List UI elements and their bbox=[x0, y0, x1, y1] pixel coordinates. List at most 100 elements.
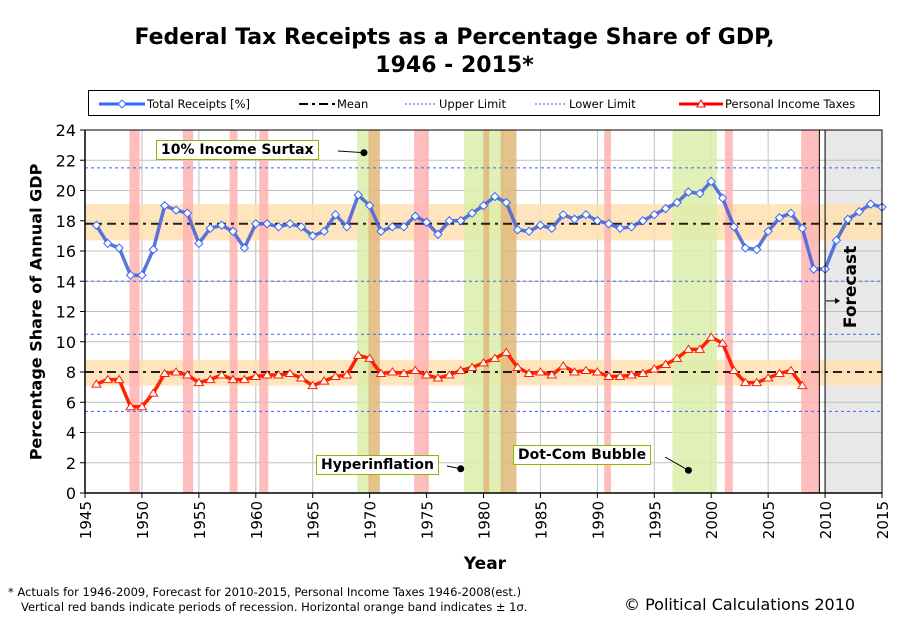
data-point-personal-income-taxes bbox=[273, 370, 284, 379]
data-point-personal-income-taxes bbox=[375, 368, 387, 378]
data-point-personal-income-taxes bbox=[580, 365, 592, 374]
data-point-personal-income-taxes bbox=[796, 380, 808, 390]
legend-label: Mean bbox=[337, 97, 369, 111]
data-point-total-receipts bbox=[763, 226, 773, 237]
data-point-total-receipts bbox=[615, 223, 625, 234]
data-point-total-receipts bbox=[695, 188, 705, 199]
data-point-personal-income-taxes bbox=[443, 370, 455, 379]
data-point-personal-income-taxes bbox=[728, 365, 740, 374]
data-point-personal-income-taxes bbox=[227, 374, 239, 384]
data-point-total-receipts bbox=[399, 222, 409, 232]
legend-item-personal-income-taxes: Personal Income Taxes bbox=[679, 96, 855, 112]
data-point-personal-income-taxes bbox=[466, 362, 478, 371]
data-point-total-receipts bbox=[421, 217, 432, 227]
data-point-personal-income-taxes bbox=[637, 368, 649, 378]
legend-item-total-receipts: Total Receipts [%] bbox=[99, 96, 250, 112]
data-point-total-receipts bbox=[558, 209, 568, 220]
recession-band bbox=[368, 130, 380, 493]
y-tick-label: 12 bbox=[56, 303, 76, 322]
x-tick-label: 2015 bbox=[874, 501, 892, 539]
data-point-total-receipts bbox=[342, 222, 352, 232]
data-point-personal-income-taxes bbox=[409, 365, 421, 374]
x-tick-label: 1950 bbox=[134, 501, 152, 539]
data-point-total-receipts bbox=[843, 214, 853, 224]
forecast-label: Forecast bbox=[841, 246, 861, 328]
data-point-personal-income-taxes bbox=[751, 377, 763, 387]
annotation-dot-com-bubble: Dot-Com Bubble bbox=[513, 445, 652, 465]
x-tick-label: 2010 bbox=[817, 501, 835, 539]
x-tick-label: 2005 bbox=[760, 501, 778, 539]
data-point-total-receipts bbox=[865, 199, 876, 209]
chart-legend: Total Receipts [%] Mean Upper Limit Lowe… bbox=[88, 90, 880, 116]
recession-band bbox=[259, 130, 269, 493]
data-point-total-receipts bbox=[182, 208, 193, 218]
data-point-personal-income-taxes bbox=[204, 374, 216, 384]
data-point-total-receipts bbox=[319, 226, 329, 237]
data-point-total-receipts bbox=[786, 208, 796, 218]
data-point-personal-income-taxes bbox=[136, 401, 148, 411]
y-tick-label: 24 bbox=[56, 121, 76, 140]
y-tick-label: 14 bbox=[56, 272, 76, 291]
legend-label: Upper Limit bbox=[439, 97, 506, 111]
annotation-marker-dot bbox=[457, 465, 465, 473]
data-point-personal-income-taxes bbox=[603, 371, 615, 381]
data-point-personal-income-taxes bbox=[216, 370, 228, 379]
x-tick-label: 1945 bbox=[77, 501, 95, 539]
data-point-total-receipts bbox=[626, 222, 637, 232]
data-point-total-receipts bbox=[410, 211, 420, 221]
data-point-personal-income-taxes bbox=[705, 332, 717, 341]
legend-symbol-line-triangle-icon bbox=[679, 99, 723, 108]
data-point-total-receipts bbox=[729, 222, 739, 232]
data-point-total-receipts bbox=[581, 209, 591, 220]
data-point-personal-income-taxes bbox=[591, 367, 603, 376]
data-point-total-receipts bbox=[239, 243, 250, 253]
legend-item-upper-limit: Upper Limit bbox=[405, 96, 506, 112]
x-tick-label: 1965 bbox=[305, 501, 323, 539]
data-point-total-receipts bbox=[273, 222, 284, 232]
recession-band bbox=[724, 130, 733, 493]
data-point-personal-income-taxes bbox=[352, 350, 364, 359]
data-point-personal-income-taxes bbox=[694, 344, 706, 353]
data-point-total-receipts bbox=[456, 216, 466, 226]
highlight-band bbox=[672, 130, 717, 493]
legend-item-mean: Mean bbox=[299, 96, 368, 112]
recession-band bbox=[500, 130, 517, 493]
y-tick-label: 0 bbox=[66, 484, 76, 503]
y-tick-label: 6 bbox=[66, 393, 76, 412]
data-point-personal-income-taxes bbox=[500, 347, 512, 356]
data-point-personal-income-taxes bbox=[250, 371, 262, 381]
data-point-personal-income-taxes bbox=[546, 370, 558, 379]
data-point-total-receipts bbox=[194, 238, 204, 249]
data-point-total-receipts bbox=[592, 216, 603, 226]
data-point-personal-income-taxes bbox=[478, 358, 489, 367]
data-point-total-receipts bbox=[490, 191, 500, 202]
data-point-total-receipts bbox=[364, 200, 375, 211]
data-point-personal-income-taxes bbox=[170, 367, 182, 376]
data-point-total-receipts bbox=[467, 208, 477, 218]
chart-title-line2: 1946 - 2015* bbox=[375, 53, 534, 78]
data-point-personal-income-taxes bbox=[455, 365, 467, 374]
recession-band bbox=[801, 130, 820, 493]
data-point-total-receipts bbox=[683, 187, 694, 197]
data-point-total-receipts bbox=[797, 223, 808, 234]
data-point-total-receipts bbox=[285, 219, 295, 229]
data-point-personal-income-taxes bbox=[614, 371, 626, 381]
y-tick-label: 10 bbox=[56, 333, 76, 352]
y-tick-label: 8 bbox=[66, 363, 76, 382]
y-axis-label: Percentage Share of Annual GDP bbox=[26, 163, 46, 461]
annotation-hyperinflation: Hyperinflation bbox=[316, 455, 439, 475]
legend-label: Total Receipts [%] bbox=[147, 97, 251, 111]
data-point-personal-income-taxes bbox=[569, 367, 581, 376]
footnote: * Actuals for 1946-2009, Forecast for 20… bbox=[8, 585, 527, 615]
data-point-total-receipts bbox=[148, 244, 159, 255]
data-point-personal-income-taxes bbox=[489, 353, 501, 362]
legend-symbol-line-diamond-icon bbox=[99, 99, 145, 109]
x-axis-label: Year bbox=[463, 554, 507, 574]
forecast-arrowhead-icon bbox=[835, 297, 841, 304]
legend-symbol-dotted-icon bbox=[535, 103, 567, 105]
data-point-total-receipts bbox=[774, 213, 785, 223]
chart-title-line1: Federal Tax Receipts as a Percentage Sha… bbox=[134, 25, 775, 50]
data-point-personal-income-taxes bbox=[318, 376, 330, 385]
x-tick-label: 1985 bbox=[532, 501, 550, 539]
data-point-total-receipts bbox=[512, 225, 523, 235]
